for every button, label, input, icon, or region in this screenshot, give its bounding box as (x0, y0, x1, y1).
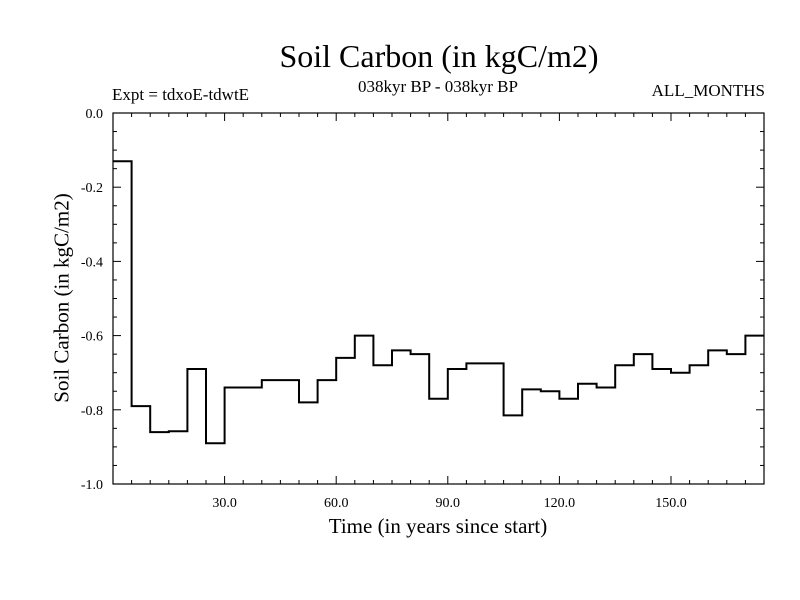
soil-carbon-series-line (113, 160, 764, 445)
plot-frame (112, 112, 765, 485)
period-label: 038kyr BP - 038kyr BP (358, 77, 518, 96)
x-tick-label: 60.0 (324, 496, 349, 511)
y-tick-label: 0.0 (86, 107, 104, 122)
y-tick-label: -0.6 (81, 330, 103, 345)
y-tick-label: -0.8 (81, 404, 103, 419)
y-tick-label: -0.4 (81, 255, 103, 270)
chart-title: Soil Carbon (in kgC/m2) (279, 38, 599, 74)
x-axis-label: Time (in years since start) (328, 514, 548, 538)
y-tick-label: -0.2 (81, 181, 103, 196)
experiment-label: Expt = tdxoE-tdwtE (112, 85, 250, 104)
x-tick-label: 120.0 (544, 496, 576, 511)
x-tick-label: 150.0 (655, 496, 687, 511)
months-label: ALL_MONTHS (651, 81, 765, 100)
x-tick-label: 30.0 (212, 496, 237, 511)
y-tick-label: -1.0 (81, 478, 103, 493)
x-tick-label: 90.0 (436, 496, 461, 511)
